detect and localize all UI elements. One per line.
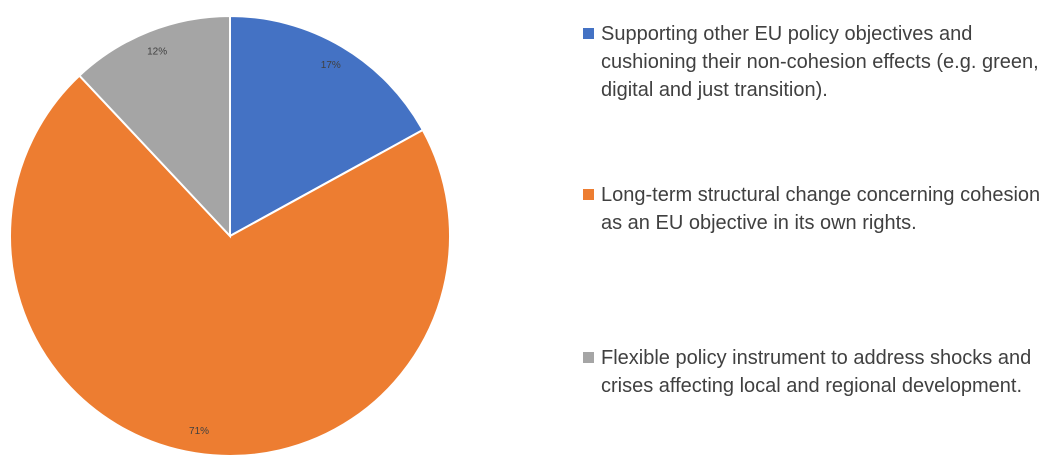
legend-swatch (583, 28, 594, 39)
pie-slice (77, 14, 231, 239)
legend-swatch (583, 189, 594, 200)
data-label: 17% (321, 60, 341, 71)
chart: 17% 71% 12% (9, 14, 451, 456)
data-label: 71% (189, 426, 209, 437)
legend-label: Supporting other EU policy objectives an… (601, 23, 1039, 101)
legend-entry: Flexible policy instrument to address sh… (578, 344, 1060, 400)
pie-slice (229, 14, 425, 238)
pie-slice (9, 74, 451, 456)
legend-swatch (583, 352, 594, 363)
data-label: 12% (147, 47, 167, 58)
legend: Supporting other EU policy objectives an… (578, 0, 1060, 456)
legend-label: Flexible policy instrument to address sh… (601, 347, 1032, 397)
legend-label: Long-term structural change concerning c… (601, 184, 1041, 234)
legend-entry: Supporting other EU policy objectives an… (578, 20, 1060, 104)
legend-entry: Long-term structural change concerning c… (578, 181, 1060, 237)
